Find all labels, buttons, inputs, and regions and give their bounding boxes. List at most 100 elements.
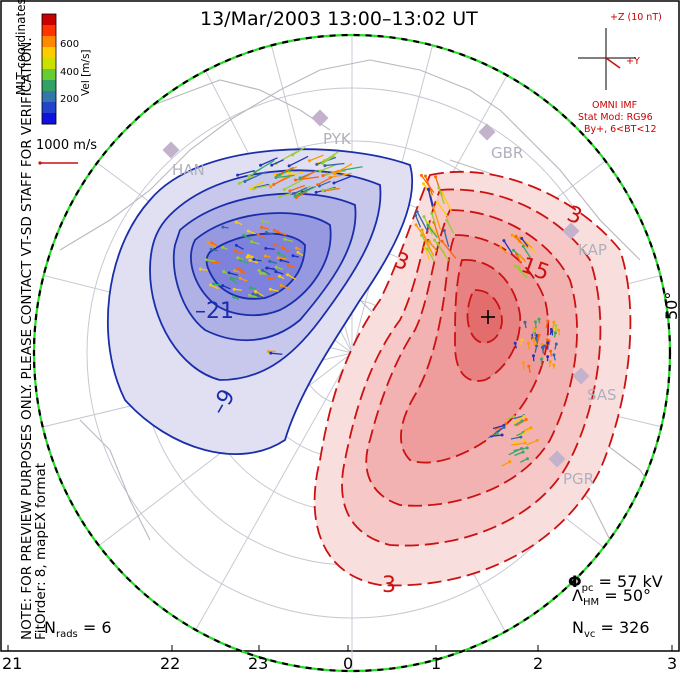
vector-origin [263, 254, 267, 258]
colorbar-tick-400: 400 [60, 67, 80, 78]
vector-origin [422, 215, 426, 219]
colorbar-swatch [42, 58, 56, 70]
imf-source: OMNI IMF [592, 100, 638, 111]
vector-origin [523, 320, 527, 324]
radar-label-gbr: GBR [491, 144, 523, 162]
velocity-vector [427, 189, 433, 207]
vector-origin [294, 178, 298, 182]
vector-origin [548, 360, 552, 364]
velocity-vector [309, 154, 324, 162]
velocity-vector [322, 155, 335, 164]
vector-origin [537, 333, 541, 337]
vector-origin [520, 237, 524, 241]
vector-origin [321, 174, 325, 178]
vector-origin [557, 328, 561, 332]
colorbar-swatch [42, 102, 56, 114]
vector-origin [266, 349, 270, 353]
vector-origin [236, 256, 240, 260]
vector-origin [296, 250, 300, 254]
imf-panel: +Z (10 nT) +Y OMNI IMF Stat Mod: RG96 By… [560, 12, 670, 135]
vector-origin [261, 219, 265, 223]
vector-origin [426, 187, 430, 191]
vector-origin [519, 435, 523, 439]
velocity-vector [414, 214, 422, 228]
velocity-vector [420, 175, 435, 193]
vector-origin [232, 287, 236, 291]
vector-origin [291, 254, 295, 258]
vector-origin [510, 233, 514, 237]
vector-origin [269, 351, 273, 355]
vector-origin [316, 183, 320, 187]
vector-origin [222, 270, 226, 274]
velocity-vector [294, 185, 317, 197]
preview-note: NOTE: FOR PREVIEW PURPOSES ONLY. PLEASE … [19, 37, 49, 640]
vector-scale [38, 161, 78, 165]
vector-origin [500, 433, 504, 437]
vector-origin [279, 258, 283, 262]
vector-origin [279, 283, 283, 287]
fit-order-line: FitOrder: 8, mapEX format [33, 462, 49, 640]
imf-condition: By+, 6<BT<12 [584, 124, 657, 135]
vector-origin [442, 229, 446, 233]
vector-origin [433, 238, 437, 242]
vector-origin [514, 234, 518, 238]
vector-origin [198, 267, 202, 271]
velocity-vector [512, 415, 525, 424]
velocity-vector [436, 243, 450, 261]
velocity-vector [279, 192, 293, 198]
vector-origin [535, 438, 539, 442]
colorbar-tick-200: 200 [60, 94, 80, 105]
vector-origin [248, 187, 252, 191]
mlt-tick-2: 2 [533, 654, 544, 673]
vector-origin [508, 460, 512, 464]
vector-origin [323, 164, 327, 168]
mlt-axis-ticks [7, 645, 673, 651]
vector-origin [424, 239, 428, 243]
vector-origin [234, 243, 238, 247]
velocity-vector [441, 192, 453, 212]
vector-origin [250, 240, 254, 244]
velocity-vector [515, 235, 523, 244]
latitude-label: 50° [662, 292, 680, 320]
vector-origin [537, 317, 541, 321]
vector-origin [535, 344, 539, 348]
velocity-vector [513, 420, 523, 426]
vector-origin [554, 342, 558, 346]
vector-origin [315, 162, 319, 166]
vector-origin [265, 266, 269, 270]
vector-origin [268, 259, 272, 263]
phi-pc-value: 57 kV [617, 572, 663, 591]
colorbar-frame [41, 13, 57, 125]
vector-origin [290, 153, 294, 157]
vector-origin [321, 161, 325, 165]
mlt-tick-23: 23 [248, 654, 269, 673]
vector-origin [522, 414, 526, 418]
vector-origin [268, 287, 272, 291]
vector-origin [259, 271, 263, 275]
vector-origin [267, 276, 271, 280]
vector-origin [259, 163, 263, 167]
vector-origin [552, 353, 556, 357]
n-vc-value: 326 [618, 618, 650, 637]
vector-origin [278, 195, 282, 199]
vector-origin [435, 200, 439, 204]
vector-count: Nvc = 326 [572, 618, 650, 641]
vector-origin [419, 173, 423, 177]
velocity-vector [428, 241, 438, 252]
vector-origin [552, 363, 556, 367]
velocity-vector [283, 179, 303, 191]
vector-origin [221, 284, 225, 288]
velocity-vector [237, 170, 255, 176]
negative-potential-cell [106, 148, 414, 455]
lambda-hm-value: 50° [622, 586, 652, 605]
vector-origin [232, 295, 236, 299]
vector-origin [520, 419, 524, 423]
vector-origin [251, 292, 255, 296]
radar-markers [162, 109, 590, 468]
contour-label-neg-inner: –21 [195, 299, 234, 324]
vector-origin [549, 327, 553, 331]
velocity-vector [260, 157, 278, 166]
vector-origin [247, 174, 251, 178]
vector-origin [233, 249, 237, 253]
colorbar-swatch [42, 47, 56, 59]
